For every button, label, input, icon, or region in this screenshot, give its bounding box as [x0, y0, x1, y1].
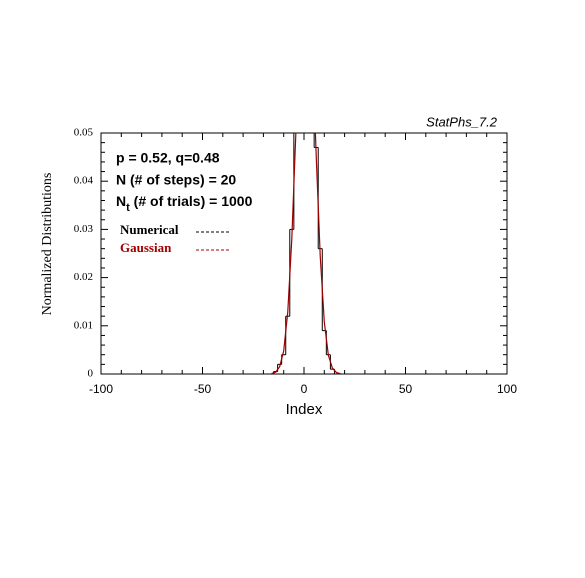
y-tick-label: 0.05: [74, 127, 94, 139]
x-tick-label: 100: [497, 382, 517, 396]
y-tick-label: 0.02: [74, 271, 93, 283]
x-axis-label: Index: [286, 401, 323, 418]
y-tick-label: 0.03: [74, 223, 94, 235]
x-tick-label: -100: [89, 382, 113, 396]
annotation: Nt (# of trials) = 1000: [116, 193, 253, 214]
annotation-subscript: t: [126, 202, 130, 214]
legend-label: Gaussian: [120, 240, 172, 255]
y-axis-label: Normalized Distributions: [40, 173, 55, 316]
annotation: N (# of steps) = 20: [116, 172, 236, 188]
x-tick-label: 50: [399, 382, 413, 396]
plot-area: [269, 133, 343, 374]
legend-label: Numerical: [120, 222, 179, 237]
annotation-rest: (# of trials) = 1000: [130, 193, 253, 209]
annotation: p = 0.52, q=0.48: [116, 150, 220, 166]
corner-label: StatPhs_7.2: [426, 114, 498, 129]
y-tick-label: 0: [88, 368, 94, 380]
annotation-main: N: [116, 193, 126, 209]
y-tick-label: 0.04: [74, 175, 94, 187]
x-tick-label: 0: [301, 382, 308, 396]
x-tick-label: -50: [194, 382, 212, 396]
y-tick-label: 0.01: [74, 319, 93, 331]
series-line: [271, 133, 341, 374]
